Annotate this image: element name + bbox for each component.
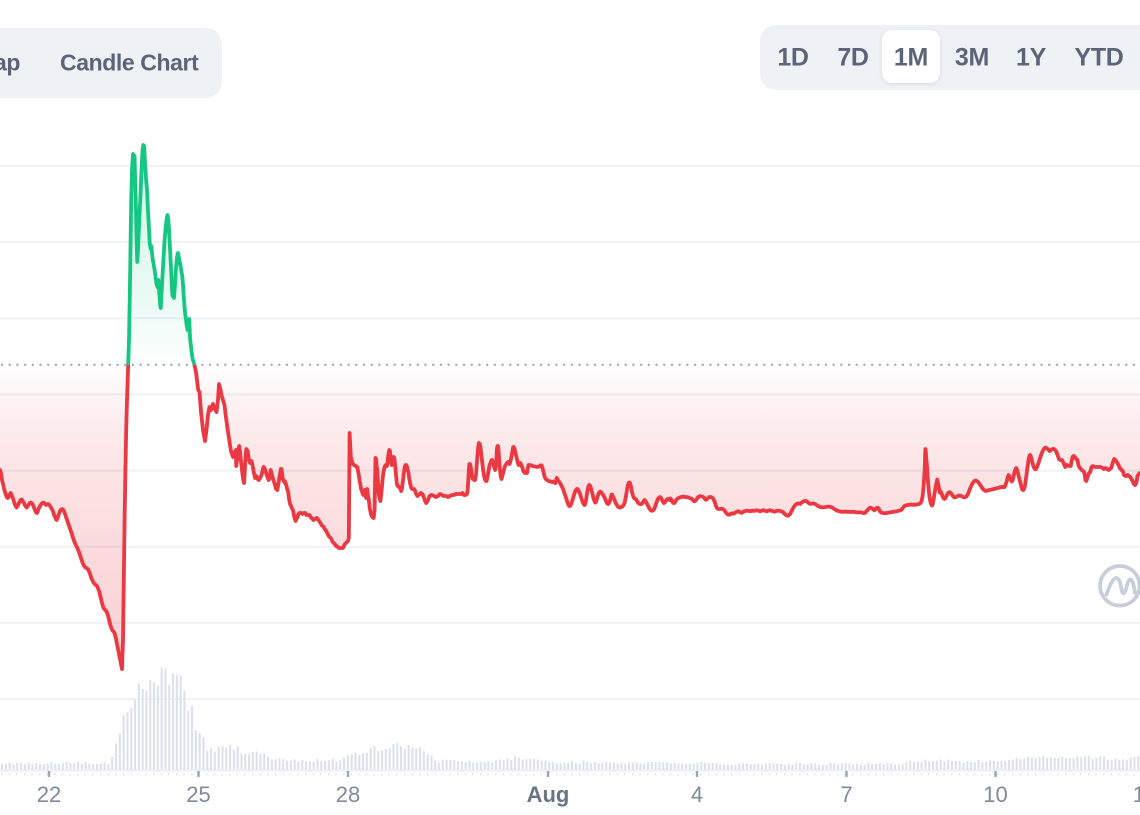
- svg-text:4: 4: [691, 782, 703, 807]
- svg-text:28: 28: [336, 782, 360, 807]
- svg-text:7: 7: [840, 782, 852, 807]
- svg-text:25: 25: [186, 782, 210, 807]
- svg-text:13: 13: [1133, 782, 1140, 807]
- svg-text:Aug: Aug: [527, 782, 570, 807]
- svg-text:22: 22: [37, 782, 61, 807]
- svg-text:10: 10: [983, 782, 1007, 807]
